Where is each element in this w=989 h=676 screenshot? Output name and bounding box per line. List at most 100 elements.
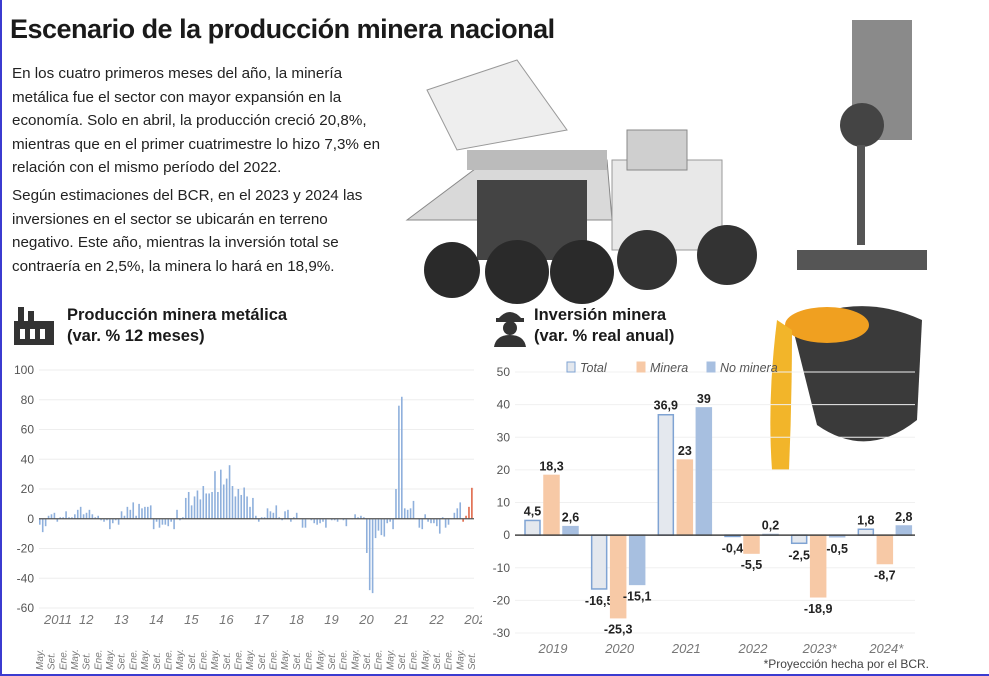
month-label: Ene.	[234, 649, 245, 670]
bar	[53, 512, 56, 519]
bar	[313, 518, 316, 524]
bar	[138, 503, 140, 519]
bar	[114, 518, 117, 521]
bar	[447, 518, 450, 525]
bar	[377, 518, 380, 531]
bar	[433, 518, 435, 524]
month-label: May.	[280, 649, 291, 670]
bar	[360, 515, 362, 519]
month-label: Set.	[327, 652, 338, 670]
month-label: Set.	[222, 652, 233, 670]
bar	[392, 518, 394, 530]
chart-subtitle: (var. % real anual)	[534, 327, 675, 345]
month-label: Set.	[362, 652, 373, 670]
bar	[418, 518, 421, 528]
bar	[380, 518, 383, 536]
month-label: May.	[455, 649, 466, 670]
bar	[462, 518, 464, 522]
bar	[132, 502, 135, 519]
bar	[421, 518, 424, 530]
loader-icon	[426, 59, 757, 290]
bar	[88, 509, 91, 519]
year-label: 2011	[43, 612, 72, 627]
bar	[278, 517, 281, 519]
page-title: Escenario de la producción minera nacion…	[10, 14, 555, 44]
data-label: 2,8	[895, 510, 912, 524]
data-label: 23	[678, 444, 692, 458]
chart-subtitle: (var. % 12 meses)	[67, 327, 205, 345]
bar	[41, 518, 44, 533]
bar	[695, 407, 713, 536]
month-label: May.	[350, 649, 361, 670]
bar	[330, 518, 333, 521]
month-label: May.	[210, 649, 221, 670]
bar	[524, 519, 541, 536]
month-label: May.	[35, 649, 46, 670]
bar	[100, 518, 102, 521]
month-label: Ene.	[198, 649, 209, 670]
y-tick-label: 20	[21, 482, 35, 496]
bar	[319, 518, 321, 524]
bar	[266, 508, 269, 519]
bar	[465, 515, 467, 519]
data-label: 4,5	[524, 504, 541, 518]
y-tick-label: 60	[21, 423, 35, 437]
year-label: 17	[254, 612, 269, 627]
bar	[453, 512, 456, 519]
month-label: May.	[140, 649, 151, 670]
bar	[161, 518, 164, 525]
bar	[436, 518, 438, 527]
category-label: 2022	[738, 641, 769, 655]
month-label: May.	[175, 649, 186, 670]
bar	[71, 517, 73, 519]
bar	[287, 509, 289, 519]
bar	[395, 489, 397, 519]
bar	[403, 508, 406, 519]
bar	[120, 511, 123, 519]
month-label: Ene.	[269, 649, 280, 670]
bar	[65, 511, 67, 519]
month-label: Ene.	[409, 649, 420, 670]
month-label: Ene.	[339, 649, 350, 670]
bar	[275, 505, 278, 519]
month-label: Set.	[292, 652, 303, 670]
legend-swatch	[706, 361, 716, 373]
bar	[79, 506, 82, 519]
production-bar-chart: 100 80 60 40 20 0 -20 -40 -60 2011 12 13 14 15 16 17 18 1…	[14, 363, 482, 670]
year-label: 21	[393, 612, 408, 627]
bar	[123, 515, 126, 519]
month-label: May.	[315, 649, 326, 670]
bar	[231, 486, 234, 519]
data-label: 2,6	[562, 511, 579, 525]
bar	[590, 534, 608, 590]
year-label: 15	[184, 612, 199, 627]
bar	[409, 508, 412, 519]
y-tick-label: -20	[493, 593, 511, 607]
y-tick-label: -30	[493, 626, 511, 640]
investment-chart-title: Inversión minera (var. % real anual)	[534, 305, 674, 347]
year-label: 12	[79, 612, 94, 627]
data-label: 39	[697, 392, 711, 406]
bar	[82, 514, 85, 519]
bar	[199, 499, 202, 519]
bar	[94, 517, 97, 519]
month-label: Ene.	[93, 649, 104, 670]
bar	[609, 534, 627, 619]
bar	[383, 518, 386, 537]
bar	[47, 515, 50, 519]
bar	[374, 518, 377, 539]
legend-label: Minera	[650, 361, 688, 375]
data-label: 1,8	[857, 513, 874, 527]
bar	[74, 514, 76, 519]
data-label: -2,5	[788, 548, 810, 562]
intro-paragraph: En los cuatro primeros meses del año, la…	[12, 65, 381, 176]
bar	[284, 511, 286, 519]
bar	[97, 515, 99, 519]
bar	[444, 518, 447, 528]
bar	[257, 518, 260, 522]
bar	[290, 518, 292, 522]
bar	[471, 487, 473, 519]
year-label: 19	[324, 612, 338, 627]
month-label: May.	[420, 649, 431, 670]
